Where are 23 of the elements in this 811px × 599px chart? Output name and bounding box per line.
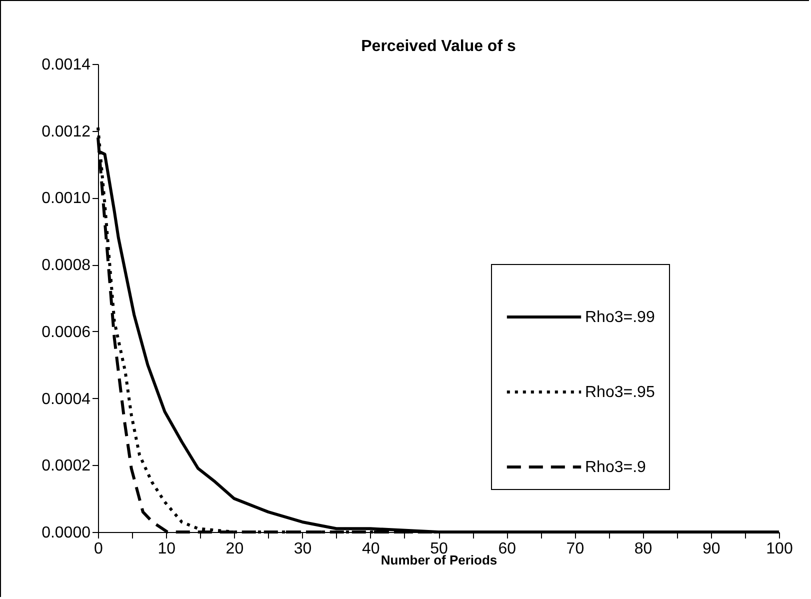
x-tick-label: 20: [226, 540, 244, 558]
x-tick-label: 60: [498, 540, 516, 558]
x-tick-label: 90: [702, 540, 720, 558]
x-tick-label: 0: [94, 540, 104, 558]
legend-label: Rho3=.99: [585, 309, 655, 326]
x-tick-label: 80: [634, 540, 652, 558]
y-tick-label: 0.0000: [42, 524, 91, 542]
x-tick-label: 40: [362, 540, 380, 558]
y-tick-label: 0.0008: [42, 257, 91, 274]
y-tick-label: 0.0014: [42, 56, 91, 74]
legend-label: Rho3=.9: [585, 459, 646, 476]
chart-title: Perceived Value of s: [361, 38, 516, 55]
y-tick-label: 0.0004: [42, 390, 91, 408]
legend-label: Rho3=.95: [585, 384, 655, 401]
x-tick-label: 10: [158, 540, 176, 558]
x-tick-label: 100: [766, 540, 793, 558]
x-axis-title: Number of Periods: [380, 552, 498, 568]
y-tick-label: 0.0002: [42, 458, 91, 475]
y-tick-label: 0.0006: [42, 324, 91, 341]
y-tick-label: 0.0010: [42, 190, 91, 208]
x-tick-label: 30: [294, 540, 312, 558]
x-tick-label: 70: [566, 540, 584, 558]
y-tick-label: 0.0012: [42, 123, 91, 140]
